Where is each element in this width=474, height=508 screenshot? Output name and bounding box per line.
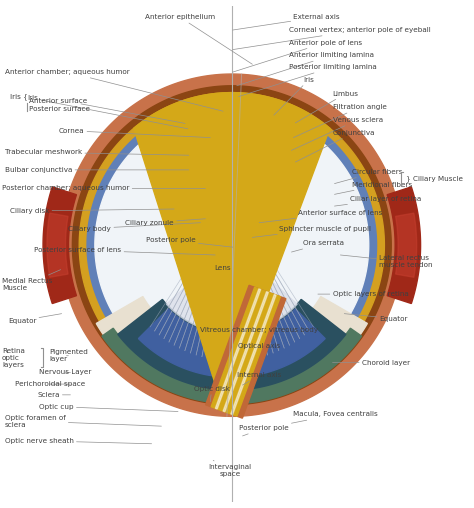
Text: Ciliary body: Ciliary body: [68, 223, 201, 232]
Text: Anterior surface: Anterior surface: [29, 99, 88, 104]
Polygon shape: [118, 299, 346, 390]
Text: Ciliar layer of retina: Ciliar layer of retina: [335, 196, 421, 206]
Text: Anterior epithelium: Anterior epithelium: [145, 14, 252, 64]
Text: Intervaginal
space: Intervaginal space: [208, 460, 251, 477]
Text: } Ciliary Muscle: } Ciliary Muscle: [406, 175, 463, 182]
Polygon shape: [211, 288, 280, 416]
Polygon shape: [73, 86, 391, 405]
Text: Corneal vertex; anterior pole of eyeball: Corneal vertex; anterior pole of eyeball: [233, 27, 430, 50]
Text: Optic foramen of
sclera: Optic foramen of sclera: [5, 415, 161, 428]
Text: Cornea: Cornea: [59, 128, 210, 138]
Text: Pigmented
layer: Pigmented layer: [49, 349, 88, 362]
Polygon shape: [159, 101, 304, 245]
Text: Nervous Layer: Nervous Layer: [39, 369, 91, 375]
Polygon shape: [387, 187, 420, 304]
Polygon shape: [95, 108, 369, 382]
Polygon shape: [47, 213, 68, 277]
Text: Anterior surface of lens: Anterior surface of lens: [259, 210, 383, 223]
Polygon shape: [138, 309, 325, 377]
Text: Macula, Fovea centralis: Macula, Fovea centralis: [292, 411, 378, 423]
Text: Medial Rectus
Muscle: Medial Rectus Muscle: [2, 270, 61, 291]
Polygon shape: [223, 292, 268, 412]
Text: Posterior pole: Posterior pole: [239, 425, 289, 436]
Polygon shape: [215, 168, 238, 211]
Polygon shape: [161, 123, 303, 161]
Text: Ciliary zonule: Ciliary zonule: [126, 219, 205, 226]
Polygon shape: [96, 297, 367, 402]
Text: Iris {: Iris {: [9, 93, 27, 100]
Polygon shape: [134, 92, 330, 411]
Text: Posterior chamber; aqueous humor: Posterior chamber; aqueous humor: [2, 185, 205, 192]
Text: Iris: Iris: [274, 77, 314, 115]
Polygon shape: [204, 147, 259, 255]
Text: Lens: Lens: [215, 265, 231, 271]
Text: Conjunctiva: Conjunctiva: [295, 130, 375, 162]
Text: Lateral rectus
muscle tendon: Lateral rectus muscle tendon: [340, 255, 433, 268]
Text: Posterior surface of lens: Posterior surface of lens: [34, 247, 215, 255]
Text: Meridional fibers: Meridional fibers: [335, 181, 412, 195]
Polygon shape: [231, 295, 276, 415]
Text: Retina
optic
layers: Retina optic layers: [2, 347, 25, 368]
Polygon shape: [79, 92, 384, 398]
Text: Optic cup: Optic cup: [39, 403, 178, 411]
Text: Bulbar conjunctiva: Bulbar conjunctiva: [5, 167, 189, 173]
Text: Anterior limiting lamina: Anterior limiting lamina: [237, 52, 374, 86]
Text: Sclera: Sclera: [37, 392, 71, 398]
Polygon shape: [166, 245, 297, 333]
Text: Venous sclera: Venous sclera: [292, 117, 383, 150]
Text: External axis: External axis: [233, 14, 340, 30]
Text: Optic nerve sheath: Optic nerve sheath: [5, 438, 152, 444]
Text: Optic disk: Optic disk: [194, 386, 230, 402]
Text: Equator: Equator: [8, 313, 62, 324]
Text: Posterior pole: Posterior pole: [146, 237, 233, 247]
Text: Ora serrata: Ora serrata: [292, 240, 344, 252]
Text: Posterior surface: Posterior surface: [29, 106, 91, 112]
Polygon shape: [87, 101, 376, 390]
Polygon shape: [396, 213, 417, 277]
Polygon shape: [206, 285, 286, 418]
Polygon shape: [61, 74, 403, 417]
Polygon shape: [102, 328, 362, 404]
Text: Vitreous chamber; vitreous body: Vitreous chamber; vitreous body: [200, 327, 318, 333]
Text: Anterior chamber; aqueous humor: Anterior chamber; aqueous humor: [5, 69, 223, 111]
Text: Sphincter muscle of pupil: Sphincter muscle of pupil: [252, 226, 371, 237]
Text: Choroid layer: Choroid layer: [333, 360, 410, 366]
Text: Posterior limiting lamina: Posterior limiting lamina: [238, 64, 376, 97]
Text: Optic layers of retina: Optic layers of retina: [318, 291, 408, 297]
Text: Ciliary disk: Ciliary disk: [10, 208, 174, 214]
Text: Internal axis: Internal axis: [237, 372, 282, 385]
Text: Anterior pole of lens: Anterior pole of lens: [233, 40, 362, 72]
Polygon shape: [145, 110, 319, 163]
Text: Circular fibers: Circular fibers: [335, 169, 402, 183]
Text: Iris: Iris: [27, 96, 188, 129]
Polygon shape: [43, 187, 76, 304]
Text: Limbus: Limbus: [295, 90, 358, 123]
Text: Filtration angle: Filtration angle: [293, 104, 386, 138]
Text: Equator: Equator: [344, 313, 408, 322]
Text: Trabecular meshwork: Trabecular meshwork: [5, 149, 189, 155]
Text: Optical axis: Optical axis: [238, 343, 280, 349]
Polygon shape: [215, 289, 261, 409]
Text: Perichoroidal space: Perichoroidal space: [15, 381, 85, 387]
